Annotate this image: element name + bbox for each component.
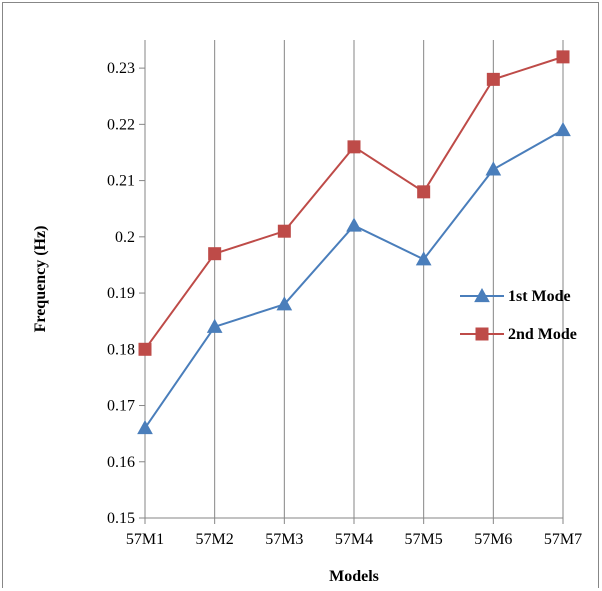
axes — [139, 40, 564, 524]
x-tick-label: 57M7 — [544, 531, 582, 548]
y-tick-label: 0.15 — [107, 510, 135, 527]
y-tick-label: 0.17 — [107, 398, 135, 415]
data-point — [486, 72, 500, 86]
x-tick-label: 57M5 — [405, 531, 443, 548]
series-2 — [138, 50, 570, 356]
legend-marker — [474, 287, 490, 303]
data-point — [485, 161, 502, 176]
x-tick-label: 57M1 — [126, 531, 164, 548]
data-point — [206, 318, 223, 333]
y-tick-label: 0.2 — [115, 229, 135, 246]
data-point — [277, 224, 291, 238]
tick-labels: 0.15 0.16 0.17 0.18 0.19 0.2 0.21 0.22 0.23 57M1 5… — [107, 60, 582, 548]
legend-label: 2nd Mode — [508, 326, 577, 343]
data-point — [208, 247, 222, 261]
data-point — [417, 185, 431, 199]
x-tick-label: 57M6 — [474, 531, 512, 548]
x-axis-title: Models — [329, 568, 379, 585]
data-point — [137, 419, 153, 435]
y-tick-label: 0.16 — [107, 454, 135, 471]
y-tick-label: 0.23 — [107, 60, 135, 77]
x-tick-label: 57M4 — [335, 531, 373, 548]
legend-marker — [475, 327, 489, 341]
y-tick-label: 0.22 — [107, 116, 135, 133]
y-tick-label: 0.19 — [107, 285, 135, 302]
x-tick-label: 57M2 — [196, 531, 234, 548]
data-point — [415, 251, 432, 266]
data-point — [276, 296, 293, 311]
series-1 — [137, 121, 571, 435]
data-point — [556, 50, 570, 64]
gridlines — [214, 40, 564, 518]
data-point — [346, 217, 362, 232]
x-tick-label: 57M3 — [265, 531, 303, 548]
data-point — [347, 140, 361, 154]
data-point — [555, 121, 571, 137]
series — [137, 50, 571, 435]
legend-item: 1st Mode — [460, 287, 571, 305]
legend: 1st Mode 2nd Mode — [460, 287, 577, 343]
y-axis-title: Frequency (Hz) — [32, 226, 49, 333]
data-point — [138, 342, 152, 356]
legend-item: 2nd Mode — [460, 326, 577, 343]
y-tick-label: 0.21 — [107, 173, 135, 190]
y-tick-label: 0.18 — [107, 341, 135, 358]
legend-label: 1st Mode — [508, 288, 571, 305]
